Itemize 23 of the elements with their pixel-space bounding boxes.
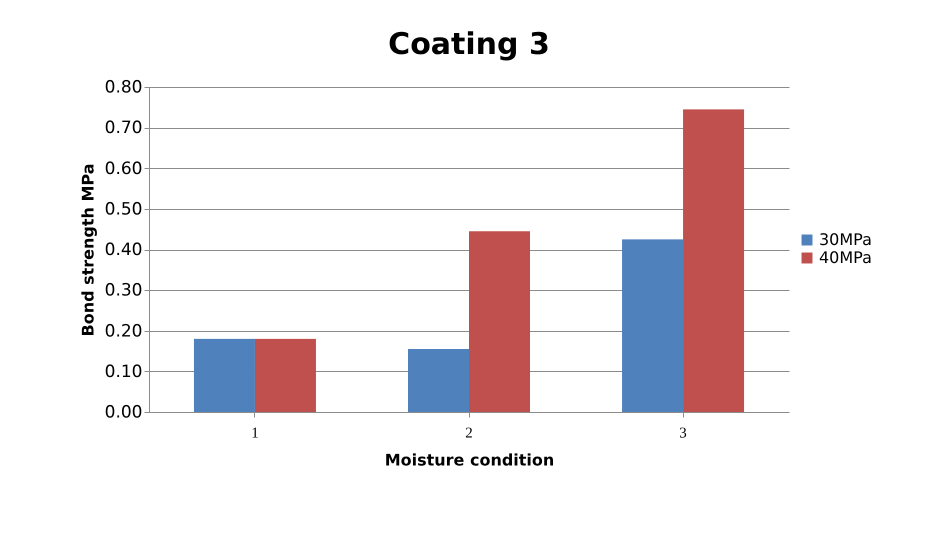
bar [683,109,744,412]
y-tick-label: 0.30 [104,280,142,301]
legend-label: 30MPa [819,230,872,249]
y-tick-label: 0.70 [104,118,142,138]
y-axis-title: Bond strength MPa [78,164,98,336]
x-tick-label: 2 [465,426,473,442]
y-tick-label: 0.60 [104,158,142,179]
y-tick-label: 0.10 [104,362,142,382]
y-tick-label: 0.40 [104,240,142,260]
x-tick-label: 3 [679,426,687,442]
bar [194,338,255,412]
x-axis-title: Moisture condition [384,450,554,470]
y-tick-label: 0.00 [104,402,142,422]
x-tick-label: 1 [251,426,259,442]
y-tick-label: 0.50 [104,199,142,220]
bar [622,239,684,412]
bar [254,338,316,412]
bar [408,349,469,412]
legend-label: 40MPa [819,248,872,267]
y-tick-label: 0.20 [104,321,142,342]
y-tick-label: 0.80 [104,78,142,98]
bar [469,231,530,412]
chart-title: Coating 3 [388,27,550,62]
